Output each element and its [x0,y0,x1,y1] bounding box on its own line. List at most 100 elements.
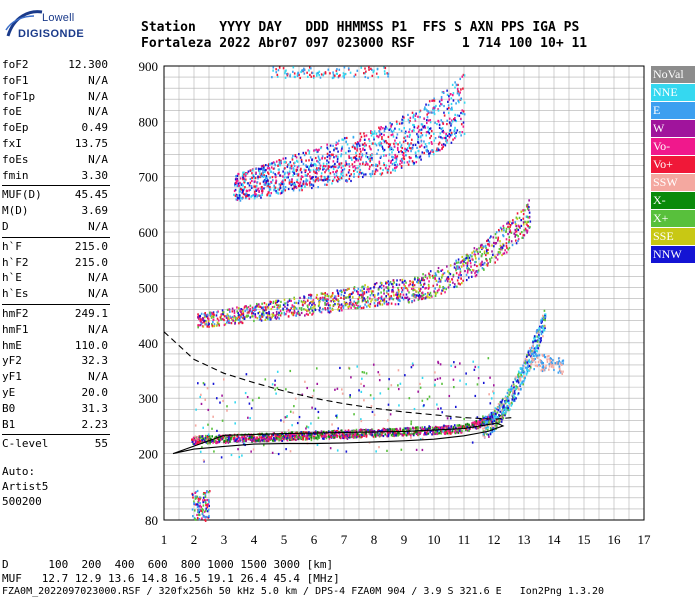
echo-point [192,439,194,442]
echo-point [469,427,471,430]
echo-point [417,134,419,137]
echo-point [360,66,363,69]
echo-point [196,442,199,446]
echo-point [297,174,300,177]
echo-point [274,182,277,185]
echo-point [345,161,347,164]
echo-point [293,171,295,175]
echo-point [414,151,417,154]
echo-point [406,148,408,151]
echo-point [318,74,320,77]
echo-point [274,302,277,305]
echo-point [521,370,523,373]
echo-point [490,427,492,431]
echo-point [460,431,463,434]
echo-point [371,163,373,167]
echo-point [443,114,446,117]
echo-point [467,267,470,270]
echo-point [385,300,388,303]
echo-point [414,426,417,429]
echo-point [372,142,374,145]
param-row: yF2 32.3 [2,354,108,370]
echo-point [457,276,460,279]
echo-point [400,286,403,290]
echo-point [341,147,343,150]
echo-point [479,250,481,253]
echo-point [311,300,313,303]
echo-point [300,167,302,170]
echo-point [353,288,356,292]
echo-point [317,72,319,75]
echo-point [293,184,296,187]
echo-point [292,174,294,177]
echo-point [206,435,209,438]
echo-point [275,191,278,194]
echo-point [505,409,508,412]
echo-point [286,73,288,76]
echo-point [296,166,299,169]
echo-point [348,177,351,181]
echo-point [322,162,325,165]
echo-point [331,182,333,185]
echo-point [464,269,466,273]
echo-point [546,355,549,358]
echo-point [405,286,407,290]
echo-point [293,181,296,185]
echo-point [402,298,405,301]
echo-point [383,298,386,301]
echo-point [265,439,268,443]
echo-point [450,122,453,125]
echo-point [282,190,284,193]
echo-point [522,369,525,372]
echo-point [411,160,414,163]
echo-point [404,433,406,436]
echo-point [514,222,517,226]
echo-point [329,157,331,160]
echo-point [274,439,276,442]
echo-point [528,360,531,363]
echo-point [446,93,449,96]
echo-point [458,94,460,97]
echo-point [483,250,486,253]
echo-point [514,221,516,224]
echo-point [382,299,384,302]
echo-point [264,318,267,321]
echo-point [377,76,380,79]
echo-point [534,357,537,361]
echo-point [310,297,312,300]
echo-point [517,224,520,228]
echo-point [390,429,393,432]
echo-point [234,194,237,197]
echo-point [399,159,402,162]
echo-point [537,330,540,333]
echo-point [379,167,382,170]
echo-point [421,297,424,301]
echo-point [352,291,354,294]
echo-point [365,433,368,436]
echo-point [208,438,211,441]
echo-point [559,368,561,371]
echo-point [359,429,361,432]
echo-point [414,278,416,281]
echo-point [211,439,214,442]
header-labels: Station YYYY DAY DDD HHMMSS P1 FFS S AXN… [141,20,580,35]
echo-point [369,432,372,435]
echo-point [355,433,358,436]
echo-point [341,305,343,308]
echo-point [209,440,211,443]
echo-point [550,361,553,364]
echo-point [275,314,277,317]
echo-point [397,434,399,437]
echo-point [404,150,407,153]
echo-point [296,312,299,315]
echo-point [395,157,398,160]
echo-point [256,188,259,191]
echo-point [325,437,328,440]
echo-point [463,260,465,263]
echo-point [460,88,462,91]
echo-point [272,161,275,164]
echo-point [330,153,333,156]
echo-point [287,176,289,179]
echo-point [284,179,286,182]
echo-point [413,126,416,129]
